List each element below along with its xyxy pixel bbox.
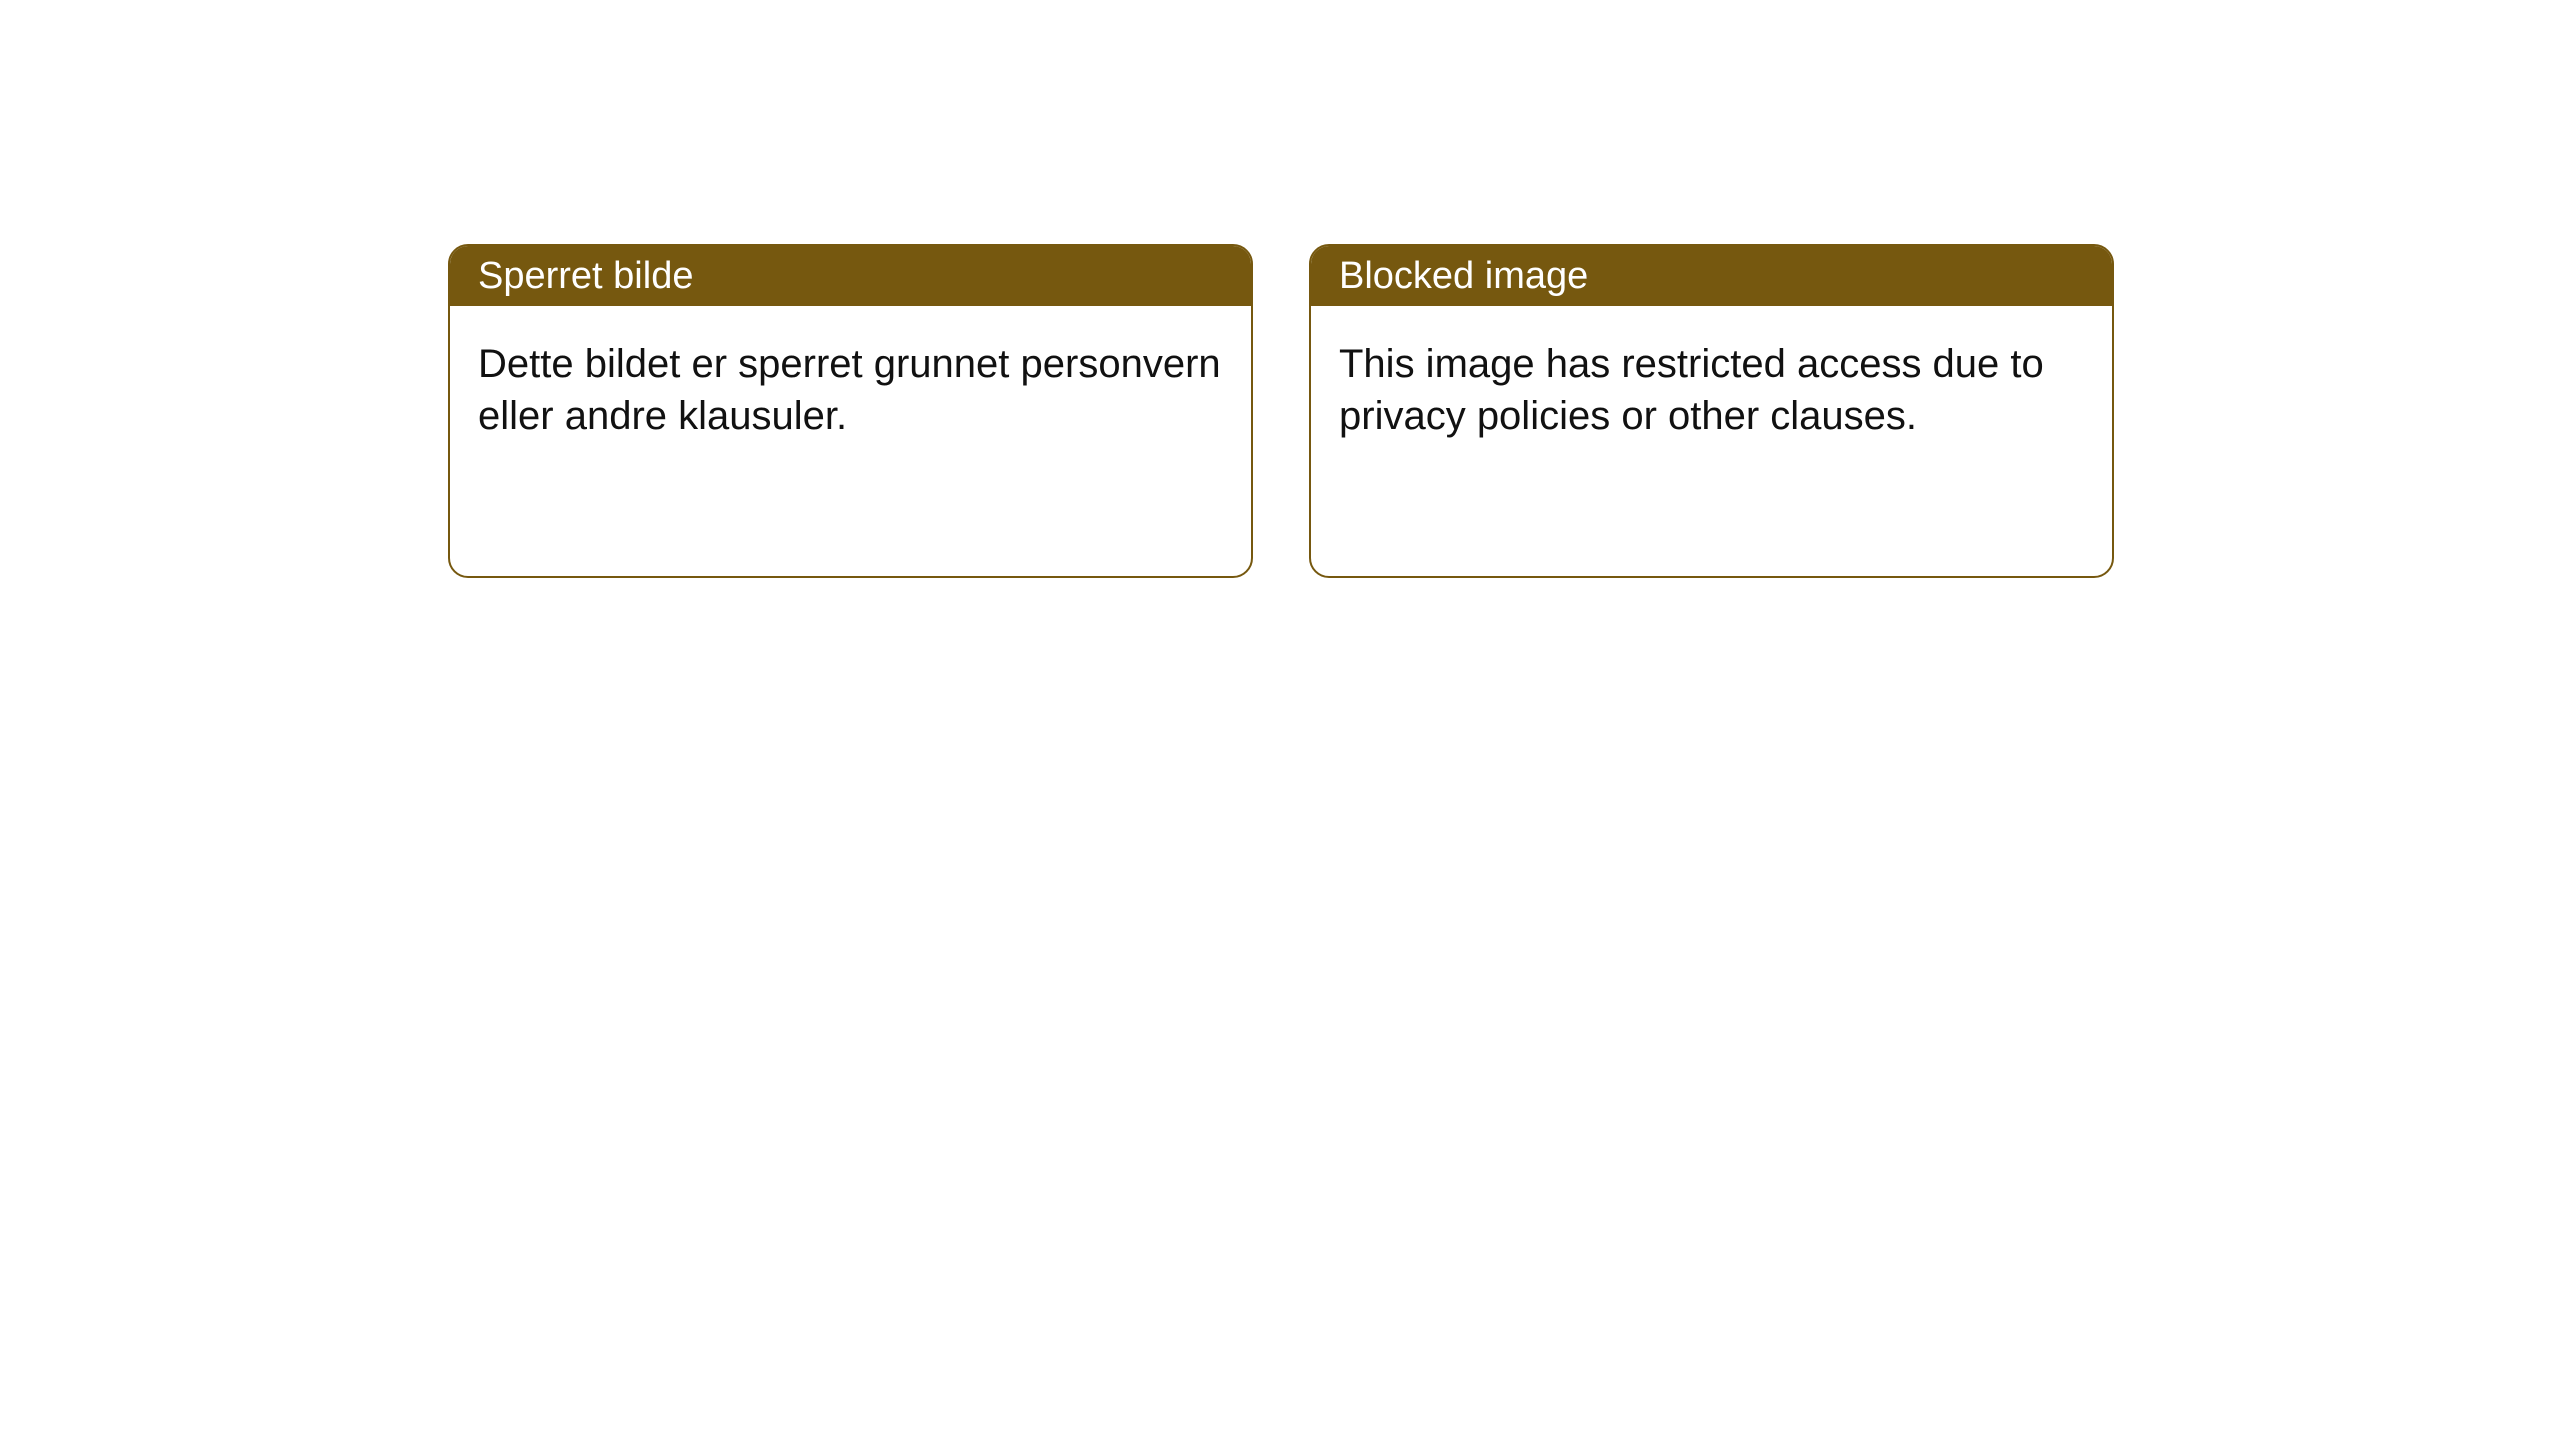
notice-container: Sperret bilde Dette bildet er sperret gr… <box>448 244 2114 578</box>
notice-card-norwegian: Sperret bilde Dette bildet er sperret gr… <box>448 244 1253 578</box>
notice-body-english: This image has restricted access due to … <box>1311 306 2112 474</box>
notice-header-english: Blocked image <box>1311 246 2112 306</box>
notice-body-norwegian: Dette bildet er sperret grunnet personve… <box>450 306 1251 474</box>
notice-card-english: Blocked image This image has restricted … <box>1309 244 2114 578</box>
notice-header-norwegian: Sperret bilde <box>450 246 1251 306</box>
